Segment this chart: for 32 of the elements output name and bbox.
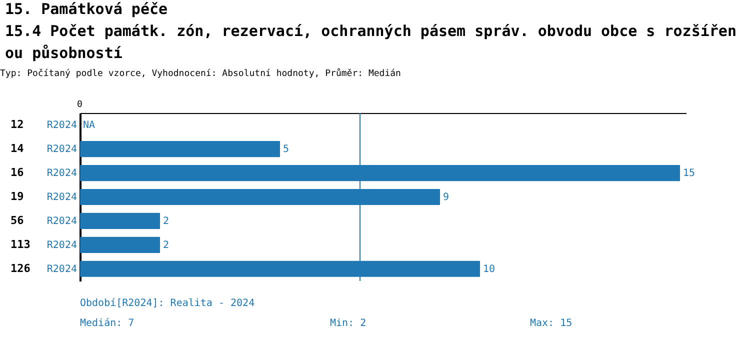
data-label: 15: [683, 168, 696, 180]
text: R2024: [46, 192, 77, 203]
text: Období[R2024]: Realita - 2024: [80, 298, 255, 309]
y-tick-label: 19: [10, 190, 24, 203]
text: R2024: [46, 240, 77, 251]
bar: [80, 236, 160, 253]
text: R2024: [46, 120, 77, 132]
data-label: 10: [483, 264, 496, 275]
text: R2024: [46, 168, 77, 180]
text: 0: [77, 100, 82, 110]
y-tick-label: 12: [10, 118, 24, 132]
y-tick-label: 16: [10, 166, 24, 180]
bar: [80, 141, 280, 158]
text: Medián: 7: [80, 318, 134, 329]
y-tick-label: 14: [10, 142, 24, 156]
text: Typ: Počítaný podle vzorce, Vyhodnocení: Absolutní hodnoty, Průměr: Medián: [0, 68, 401, 79]
text: R2024: [46, 264, 77, 275]
data-label: 9: [443, 192, 450, 203]
y-tick-label: 113: [10, 238, 30, 251]
y-tick-label: 56: [10, 214, 24, 227]
data-label: 2: [163, 240, 170, 251]
chart-subtitle: 15.4 Počet památk. zón, rezervací, ochranných pásem správ. obvodu obce s rozšířenou působností: [5, 22, 736, 62]
data-label: 2: [163, 216, 170, 227]
text: NA: [83, 120, 96, 132]
text: R2024: [46, 216, 77, 227]
y-tick-label: 126: [10, 262, 31, 275]
series-label: R2024: [46, 144, 77, 156]
text: Min: 2: [330, 318, 366, 329]
text: Max: 15: [530, 318, 572, 329]
data-label: 5: [283, 144, 290, 156]
bar: [80, 212, 160, 229]
chart-title: 15. Památková péče: [5, 0, 168, 18]
